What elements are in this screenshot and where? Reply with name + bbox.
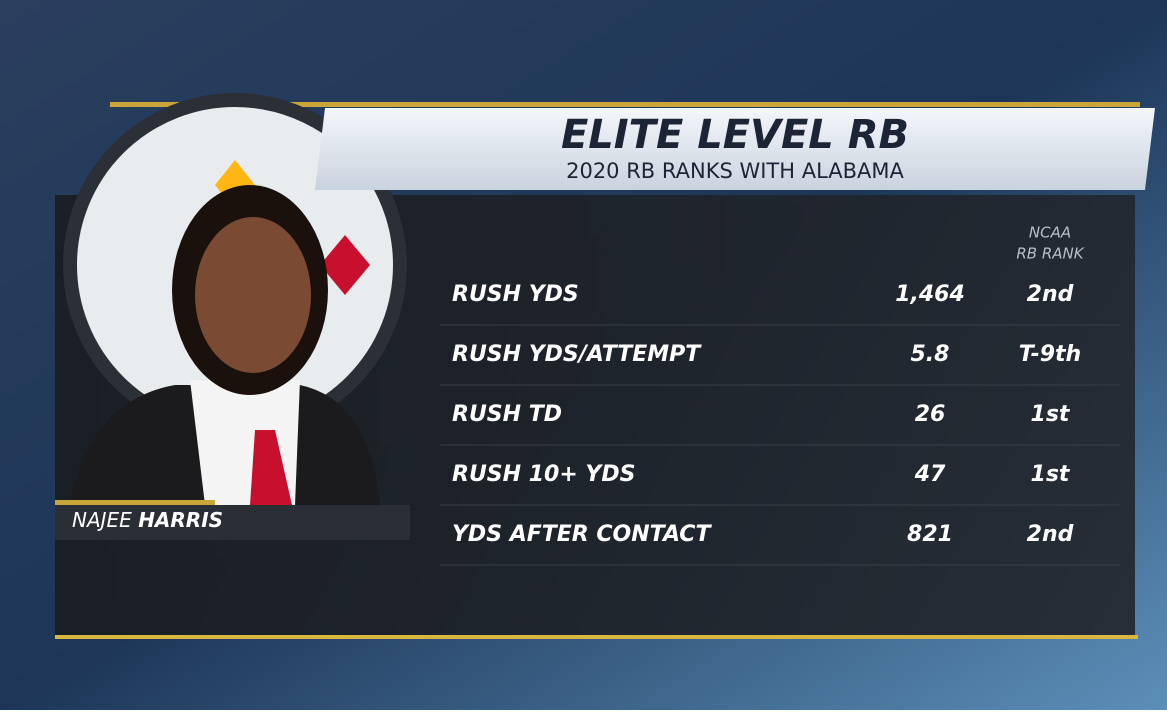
- stat-value: 1,464: [895, 282, 965, 307]
- player-face: [195, 217, 311, 373]
- first-name: NAJEE: [72, 508, 132, 532]
- stat-rank: 1st: [1031, 402, 1071, 427]
- gold-line: [55, 635, 1138, 639]
- stat-label: RUSH YDS: [452, 282, 579, 307]
- stat-rank: 1st: [1031, 462, 1071, 487]
- stats-table: NCAA RB RANK RUSH YDS 1,464 2nd RUSH YDS/ATTE…: [440, 224, 1120, 566]
- title: ELITE LEVEL RB: [561, 112, 909, 158]
- name-plate: [55, 505, 410, 540]
- stat-label: RUSH TD: [452, 402, 562, 427]
- stat-value: 26: [915, 402, 946, 427]
- stat-value: 47: [914, 462, 946, 487]
- stat-label: YDS AFTER CONTACT: [452, 522, 712, 547]
- gold-line: [55, 500, 215, 505]
- gold-line: [110, 102, 1140, 107]
- logo-star: [320, 235, 370, 295]
- header-banner: [315, 108, 1155, 190]
- stat-label: RUSH YDS/ATTEMPT: [452, 342, 702, 367]
- stat-rank: 2nd: [1027, 282, 1074, 307]
- stat-rank: T-9th: [1019, 342, 1081, 367]
- column-header: NCAA: [1029, 224, 1071, 242]
- stat-value: 821: [907, 522, 953, 547]
- player-tie: [250, 430, 292, 505]
- stat-label: RUSH 10+ YDS: [452, 462, 635, 487]
- stat-rank: 2nd: [1027, 522, 1074, 547]
- last-name: HARRIS: [138, 508, 223, 532]
- subtitle: 2020 RB RANKS WITH ALABAMA: [566, 159, 904, 183]
- player-name: NAJEE HARRIS: [72, 508, 223, 532]
- column-header: RB RANK: [1016, 245, 1084, 263]
- stat-value: 5.8: [911, 342, 950, 367]
